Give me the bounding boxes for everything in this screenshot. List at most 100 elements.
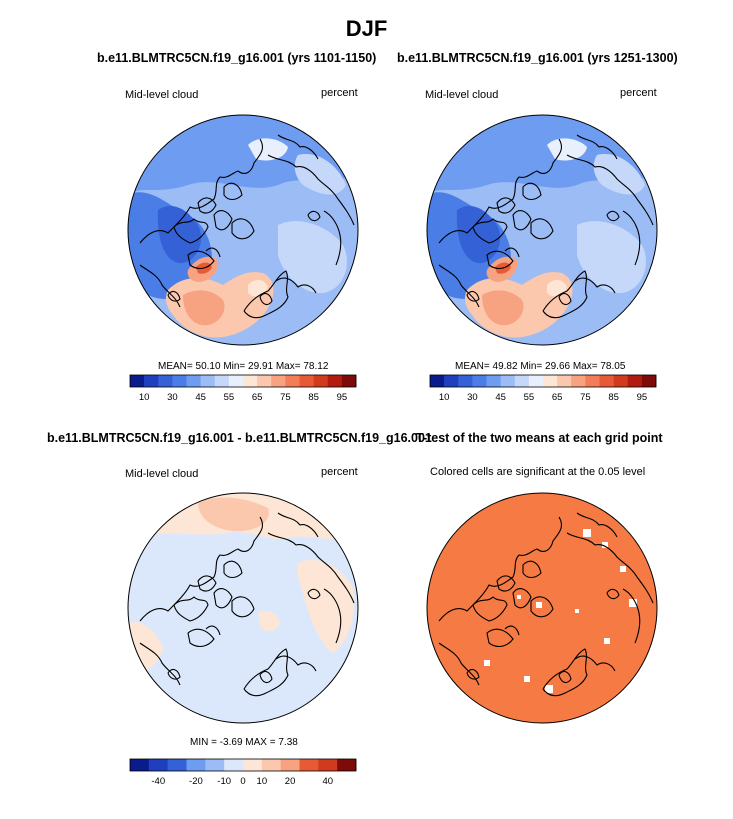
coastline-segment xyxy=(574,277,616,294)
contour-region-positive xyxy=(258,611,280,632)
coastline-segment xyxy=(213,210,233,231)
coastline-segment xyxy=(173,596,209,622)
contour-region-mid xyxy=(294,154,346,195)
panel-4-map xyxy=(426,492,658,724)
non-significant-cell xyxy=(583,529,591,537)
contour-region-mid xyxy=(577,221,646,294)
coastline-segment xyxy=(307,210,321,222)
coastline-segment xyxy=(187,250,215,270)
map-border xyxy=(127,114,359,346)
coastline-segment xyxy=(622,210,641,266)
colorbar-box xyxy=(158,375,173,387)
coastline-segment xyxy=(576,512,618,538)
colorbar-box xyxy=(261,759,281,771)
coastline-segment xyxy=(438,642,480,686)
non-significant-cell xyxy=(602,542,608,548)
coastline-segment xyxy=(530,218,554,240)
contour-region-mid xyxy=(593,154,645,195)
colorbar-tick-label: 65 xyxy=(251,392,263,403)
colorbar-tick-label: 55 xyxy=(223,392,235,403)
panel-3-colorbar xyxy=(129,758,357,772)
contour-region-positive xyxy=(198,497,269,532)
contour-region-mid xyxy=(278,221,347,294)
colorbar-box xyxy=(224,759,244,771)
colorbar-tick-label: 85 xyxy=(608,392,619,403)
coastline-segment xyxy=(197,197,217,214)
panel-2-stats: MEAN= 49.82 Min= 29.66 Max= 78.05 xyxy=(455,361,626,372)
coastline-segment xyxy=(566,154,654,226)
panel-2-variable: Mid-level cloud xyxy=(425,89,499,101)
coastline-segment xyxy=(466,290,480,302)
map-border xyxy=(127,492,359,724)
contour-region-mid xyxy=(547,138,587,161)
colorbar-tick-label: -20 xyxy=(189,776,203,787)
colorbar-box xyxy=(148,759,168,771)
contour-region-high xyxy=(183,290,225,326)
colorbar-tick-label: 75 xyxy=(580,392,591,403)
coastline-segment xyxy=(223,182,243,201)
panel-4-subtitle: Colored cells are significant at the 0.0… xyxy=(430,466,646,478)
coastline-segment xyxy=(259,292,273,306)
colorbar-box xyxy=(271,375,286,387)
colorbar-box xyxy=(313,375,329,387)
panel-1-colorbar xyxy=(129,374,357,388)
colorbar-box xyxy=(130,375,145,387)
colorbar-box xyxy=(299,759,319,771)
non-significant-cell xyxy=(536,602,542,608)
colorbar-box xyxy=(318,759,338,771)
coastline-segment xyxy=(486,250,514,270)
colorbar-tick-label: 30 xyxy=(467,392,478,403)
colorbar-box xyxy=(472,375,487,387)
colorbar-tick-label: 45 xyxy=(495,392,506,403)
coastline-segment xyxy=(187,628,215,648)
coastline-segment xyxy=(486,628,514,648)
colorbar-tick-label: 0 xyxy=(240,776,246,787)
coastline-segment xyxy=(438,516,562,622)
colorbar-box xyxy=(205,759,225,771)
panel-1-title: b.e11.BLMTRC5CN.f19_g16.001 (yrs 1101-11… xyxy=(97,51,377,65)
coastline-segment xyxy=(197,575,217,592)
colorbar-tick-label: 10 xyxy=(438,392,450,403)
coastline-segment xyxy=(267,532,355,604)
coastline-segment xyxy=(231,218,255,240)
panel-2-colorbar-ticks: 10 30 45 55 65 75 85 95 xyxy=(430,392,656,406)
coastline-segment xyxy=(576,134,618,160)
colorbar-tick-label: 10 xyxy=(256,776,268,787)
colorbar-tick-label: 95 xyxy=(336,392,348,403)
colorbar-box xyxy=(299,375,314,387)
colorbar-box xyxy=(186,759,206,771)
panel-3-units: percent xyxy=(321,466,358,478)
colorbar-outline xyxy=(429,374,657,388)
coastline-segment xyxy=(558,670,572,684)
colorbar-box xyxy=(257,375,272,387)
colorbar-tick-label: 65 xyxy=(551,392,563,403)
non-significant-cell xyxy=(484,660,490,666)
coastline-segment xyxy=(213,588,233,609)
non-significant-cell xyxy=(629,599,637,607)
colorbar-box xyxy=(130,759,150,771)
colorbar-box xyxy=(214,375,230,387)
coastline-segment xyxy=(205,247,221,258)
colorbar-box xyxy=(167,759,187,771)
coastline-segment xyxy=(438,264,480,308)
coastline-segment xyxy=(512,588,532,609)
non-significant-cell xyxy=(620,566,626,572)
colorbar-box xyxy=(228,375,244,387)
colorbar-box xyxy=(280,759,300,771)
coastline-segment xyxy=(438,138,562,244)
contour-region-high xyxy=(248,279,268,297)
colorbar-tick-label: 10 xyxy=(138,392,150,403)
panel-3-map xyxy=(127,492,359,724)
contour-region-low xyxy=(157,205,202,264)
coastline-segment xyxy=(167,290,181,302)
coastline-segment xyxy=(307,588,321,600)
colorbar-box xyxy=(641,375,657,387)
coastline-segment xyxy=(139,516,263,622)
coastline-segment xyxy=(231,596,255,618)
panel-3-stats: MIN = -3.69 MAX = 7.38 xyxy=(190,737,298,748)
coastline-segment xyxy=(167,668,181,680)
colorbar-outline xyxy=(129,374,357,388)
coastline-segment xyxy=(542,648,588,697)
coastline-segment xyxy=(275,277,317,294)
colorbar-tick-label: -10 xyxy=(217,776,232,787)
